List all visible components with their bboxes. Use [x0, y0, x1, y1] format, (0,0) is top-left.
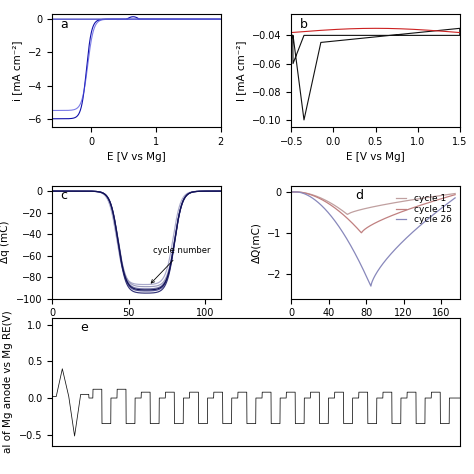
cycle 1 [318, 195, 323, 201]
cycle 15 [318, 196, 323, 201]
Legend: cycle 1, cycle 15, cycle 26: cycle 1, cycle 15, cycle 26 [392, 190, 455, 228]
cycle 15 [398, 209, 404, 215]
cycle 1 [452, 191, 458, 196]
cycle 1 [398, 199, 404, 204]
Line: cycle 1: cycle 1 [292, 192, 455, 214]
cycle 26 [452, 195, 458, 201]
Y-axis label: i [mA cm⁻²]: i [mA cm⁻²] [12, 40, 22, 101]
cycle 1 [289, 189, 294, 195]
cycle 26 [318, 201, 323, 207]
cycle 1 [412, 197, 418, 202]
cycle 15 [385, 214, 391, 220]
X-axis label: E [V vs Mg]: E [V vs Mg] [107, 152, 166, 163]
Y-axis label: Δq (mC): Δq (mC) [0, 221, 10, 264]
cycle 15 [358, 230, 364, 236]
Text: b: b [300, 18, 308, 31]
cycle 15 [452, 192, 458, 198]
cycle 1 [363, 206, 369, 211]
cycle 15 [363, 226, 369, 231]
cycle 1 [385, 201, 391, 207]
cycle 26 [385, 255, 391, 260]
cycle 26 [363, 272, 368, 277]
cycle 15 [289, 189, 294, 195]
Y-axis label: al of Mg anode vs Mg RE(V): al of Mg anode vs Mg RE(V) [3, 310, 13, 453]
cycle 26 [289, 189, 294, 195]
Line: cycle 26: cycle 26 [292, 192, 455, 286]
Y-axis label: ΔQ(mC): ΔQ(mC) [252, 222, 262, 263]
X-axis label: E [V vs Mg]: E [V vs Mg] [346, 152, 405, 163]
X-axis label: cycle time/s: cycle time/s [105, 324, 168, 334]
X-axis label: cycle time/s: cycle time/s [344, 324, 407, 334]
cycle 1 [345, 211, 350, 217]
Line: cycle 15: cycle 15 [292, 192, 455, 233]
cycle 26 [398, 240, 404, 246]
Text: cycle number: cycle number [151, 246, 211, 283]
cycle 26 [412, 228, 418, 233]
Text: a: a [61, 18, 68, 31]
Text: e: e [81, 321, 89, 335]
cycle 1 [330, 202, 336, 208]
Text: d: d [356, 189, 364, 202]
Y-axis label: I [mA cm⁻²]: I [mA cm⁻²] [237, 40, 246, 101]
cycle 26 [368, 283, 374, 289]
cycle 15 [330, 204, 336, 210]
cycle 26 [330, 216, 336, 222]
cycle 15 [412, 204, 418, 210]
Text: c: c [61, 189, 68, 202]
